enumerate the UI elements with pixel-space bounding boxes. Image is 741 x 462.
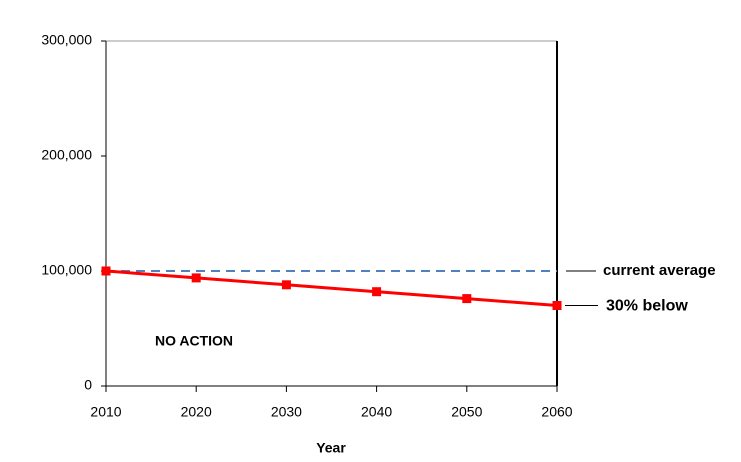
x-tick-label: 2050 [451, 404, 482, 420]
x-tick-label: 2060 [541, 404, 572, 420]
y-tick-label: 300,000 [41, 32, 92, 48]
annotation: 30% below [606, 298, 688, 315]
y-tick-label: 100,000 [41, 262, 92, 278]
x-tick-label: 2010 [90, 404, 121, 420]
x-axis-title: Year [316, 440, 346, 456]
y-tick-label: 0 [84, 377, 92, 393]
point-marker [101, 266, 111, 276]
reference-label: current average [603, 262, 716, 279]
series-line [105, 269, 558, 307]
point-marker [372, 287, 382, 297]
x-tick-label: 2020 [181, 404, 212, 420]
x-tick-label: 2030 [271, 404, 302, 420]
point-marker [552, 301, 562, 310]
y-tick-label: 200,000 [41, 147, 92, 163]
point-marker [281, 280, 291, 290]
point-marker [462, 294, 472, 304]
point-marker [191, 273, 201, 283]
annotation: NO ACTION [155, 333, 233, 349]
x-tick-label: 2040 [361, 404, 392, 420]
